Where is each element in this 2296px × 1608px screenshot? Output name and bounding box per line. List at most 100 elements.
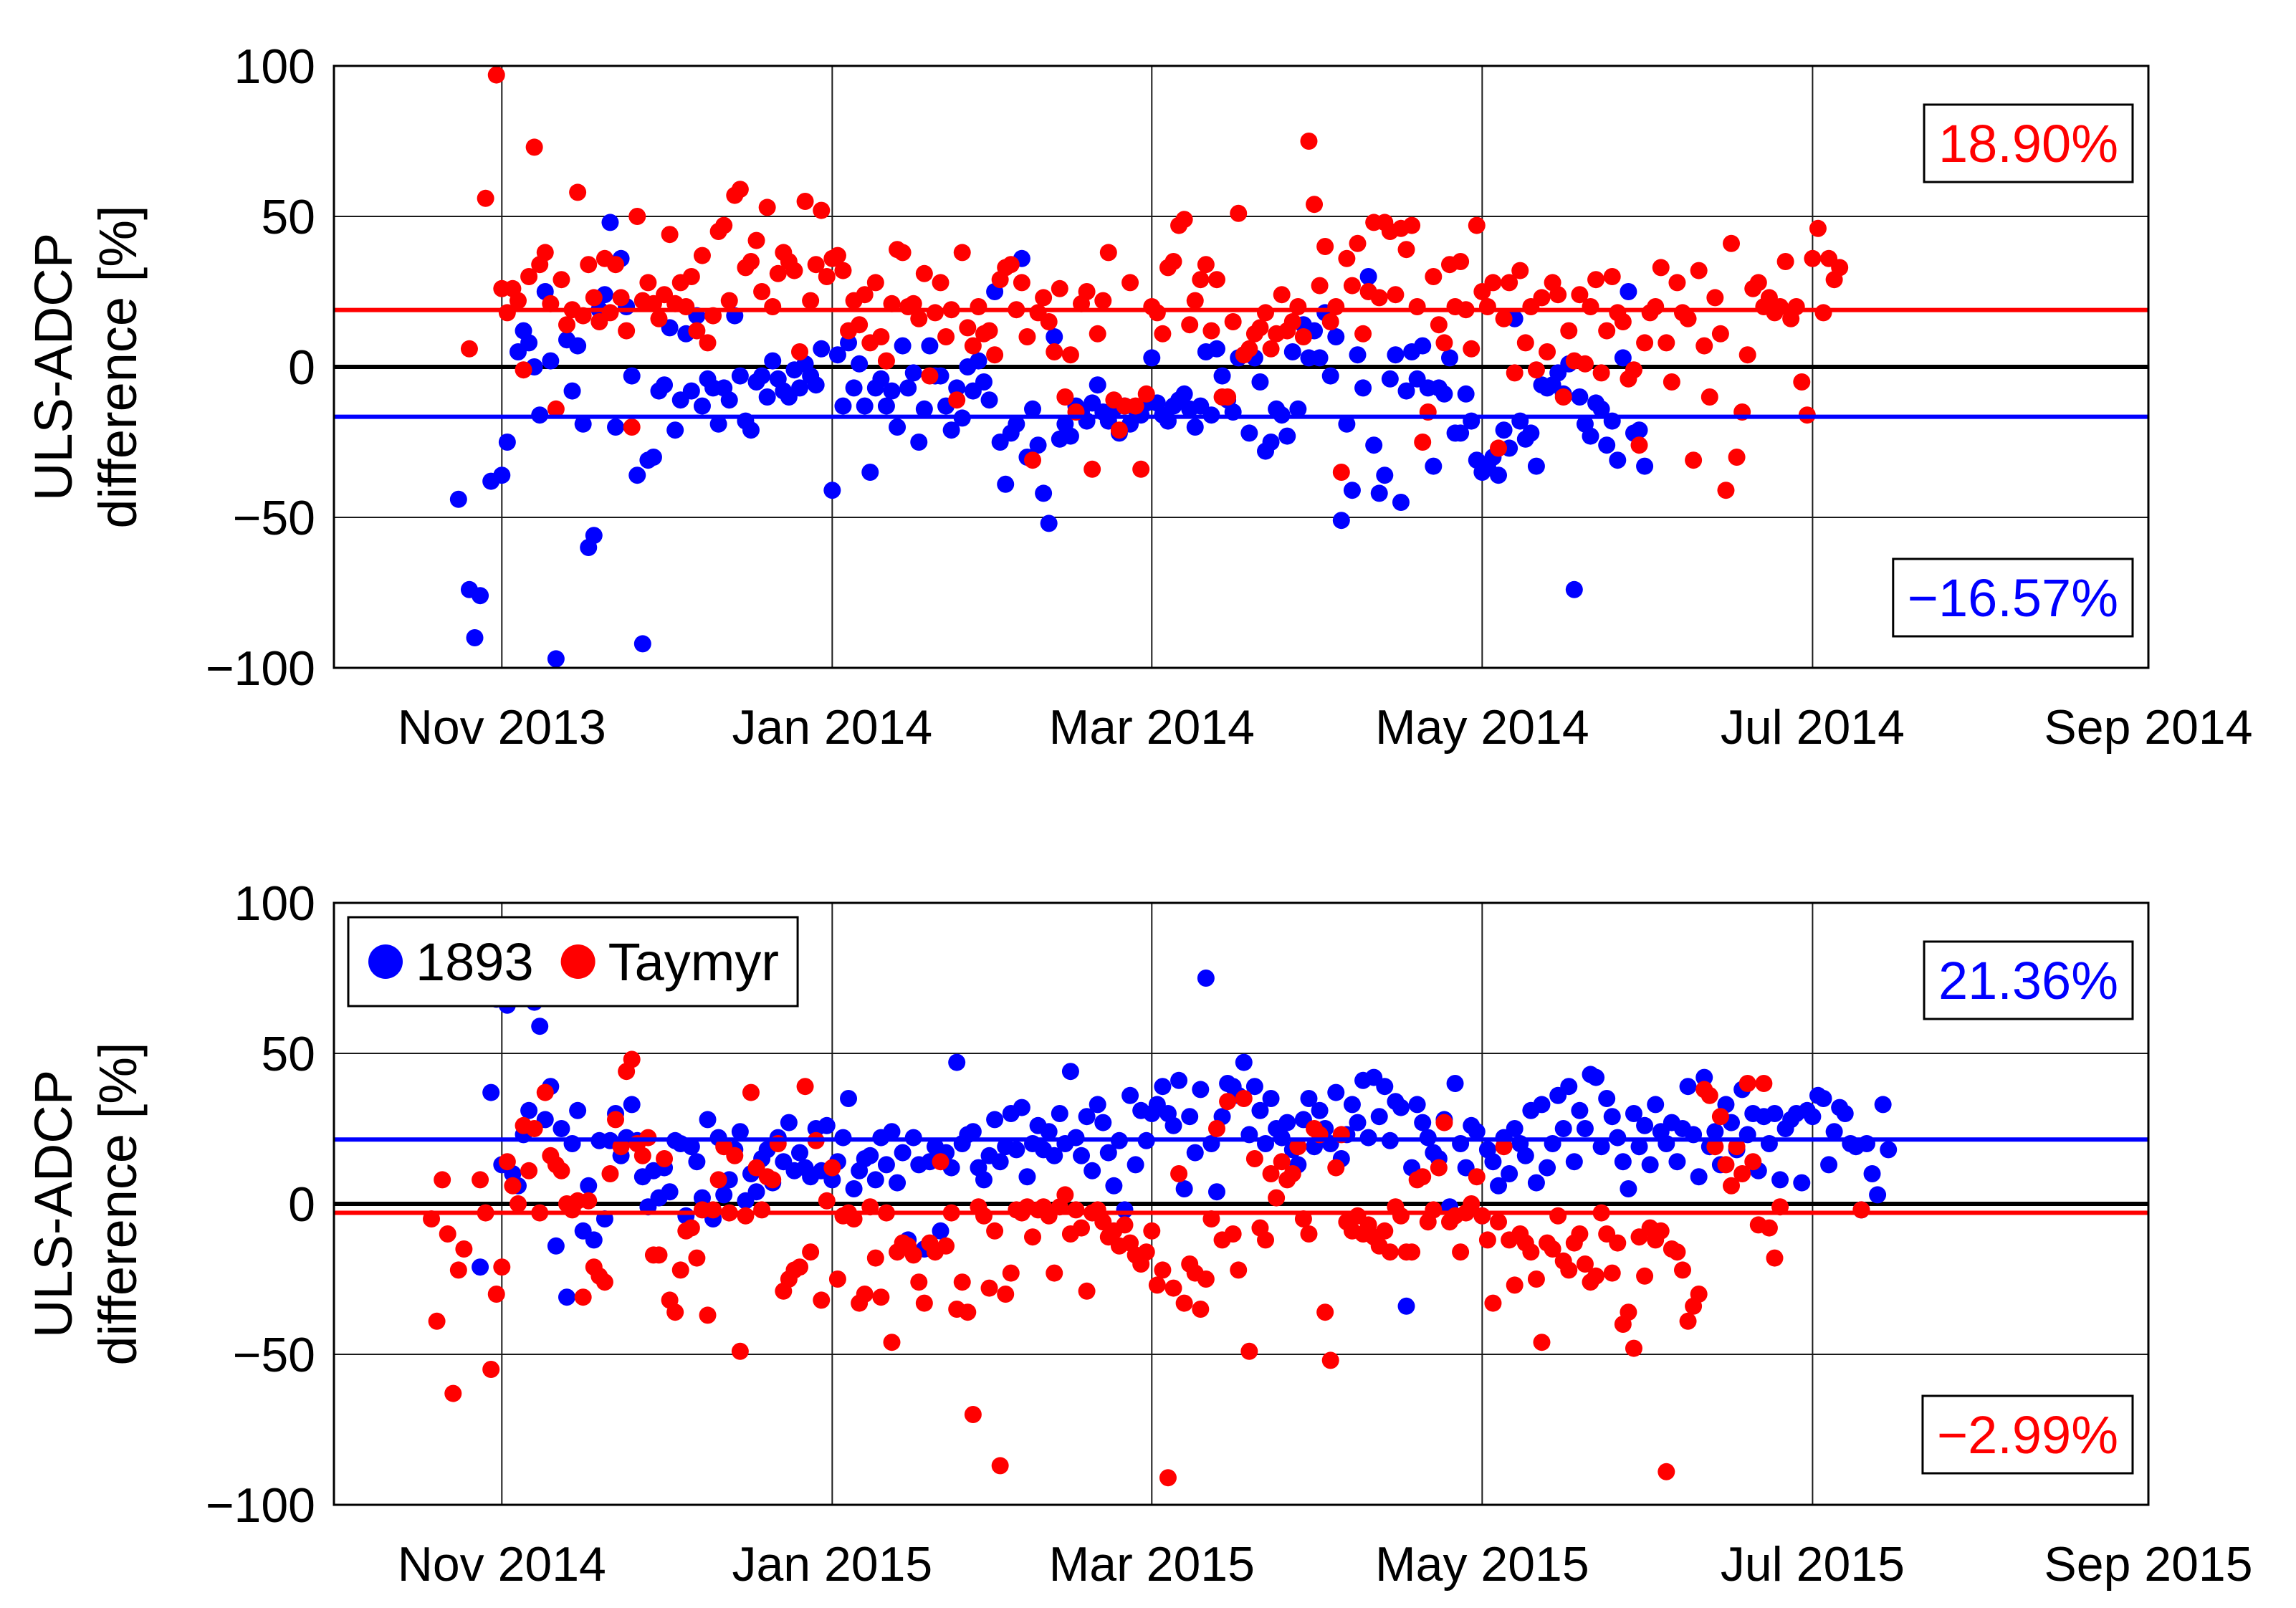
data-point — [818, 1116, 836, 1134]
data-point — [813, 201, 831, 219]
data-point — [1251, 319, 1269, 337]
data-point — [1766, 1105, 1784, 1122]
data-point — [553, 271, 570, 289]
data-point — [845, 379, 863, 397]
data-point — [1387, 286, 1405, 304]
data-point — [515, 361, 532, 379]
data-point — [731, 181, 749, 198]
data-point — [509, 1195, 527, 1212]
data-point — [1533, 1334, 1551, 1351]
data-point — [693, 397, 711, 415]
data-point — [1787, 298, 1805, 315]
axes-box — [333, 901, 2150, 1506]
x-tick-label: Jan 2014 — [732, 700, 932, 755]
data-point — [1744, 1153, 1762, 1171]
data-point — [1311, 277, 1329, 295]
data-point — [612, 289, 630, 307]
data-point — [1490, 439, 1508, 457]
data-point — [1414, 1114, 1432, 1131]
data-point — [1695, 1068, 1713, 1086]
data-point — [1554, 388, 1572, 406]
data-point — [932, 1222, 950, 1240]
data-point — [1154, 325, 1172, 343]
data-point — [1766, 1249, 1784, 1267]
data-point — [520, 1162, 538, 1179]
data-point — [580, 1177, 598, 1195]
data-point — [1207, 1183, 1225, 1201]
data-point — [1121, 274, 1139, 292]
data-point — [791, 1144, 809, 1162]
data-point — [715, 1186, 733, 1204]
data-point — [493, 466, 511, 484]
data-point — [1143, 1222, 1161, 1240]
data-point — [1127, 397, 1144, 415]
data-point — [699, 334, 717, 352]
data-point — [580, 256, 598, 274]
data-point — [1040, 313, 1058, 330]
data-point — [1392, 1099, 1410, 1116]
data-point — [964, 337, 982, 355]
data-point — [536, 244, 554, 262]
bottom-scatter-panel: −100 −50 0 50 100 Nov 2014 Jan 2015 Mar 2015 May… — [24, 876, 2253, 1592]
data-point — [1327, 328, 1345, 345]
data-point — [813, 1291, 831, 1309]
data-point — [1024, 1228, 1042, 1246]
data-point — [1154, 1078, 1172, 1096]
mean-value-label: −2.99% — [1937, 1405, 2118, 1465]
data-point — [585, 289, 603, 307]
data-point — [910, 310, 928, 327]
data-point — [1506, 364, 1524, 382]
data-point — [1175, 385, 1193, 403]
data-point — [553, 1120, 570, 1137]
data-point — [1197, 1270, 1215, 1288]
data-point — [709, 1171, 727, 1189]
data-point — [709, 415, 727, 433]
data-point — [1539, 343, 1556, 360]
data-point — [872, 370, 890, 388]
data-point — [1711, 1108, 1729, 1126]
data-point — [1658, 334, 1675, 352]
data-point — [498, 1153, 516, 1171]
data-point — [1603, 268, 1621, 285]
data-point — [460, 340, 478, 358]
data-point — [791, 343, 809, 360]
data-point — [1706, 1123, 1724, 1141]
data-point — [1245, 1078, 1263, 1096]
data-point — [1452, 253, 1470, 270]
data-point — [1245, 1150, 1263, 1167]
data-point — [1137, 1243, 1155, 1261]
data-point — [1278, 1114, 1296, 1131]
y-axis-label: difference [%] — [88, 205, 148, 528]
data-point — [1262, 1090, 1280, 1107]
data-point — [1186, 1144, 1204, 1162]
data-point — [1338, 415, 1356, 433]
data-point — [1078, 1108, 1096, 1126]
data-point — [758, 388, 776, 406]
data-point — [1164, 1116, 1182, 1134]
data-point — [1078, 283, 1096, 300]
data-point — [1603, 1264, 1621, 1282]
data-point — [628, 466, 646, 484]
data-point — [1403, 216, 1421, 234]
data-point — [991, 1457, 1009, 1475]
data-point — [607, 418, 625, 436]
legend-label: Taymyr — [608, 932, 779, 992]
data-point — [466, 629, 484, 646]
data-point — [970, 352, 987, 370]
data-point — [1679, 310, 1697, 327]
data-point — [1614, 1153, 1632, 1171]
data-point — [601, 1165, 619, 1182]
data-point — [1192, 1081, 1210, 1099]
data-point — [1490, 1177, 1508, 1195]
data-point — [1056, 1186, 1074, 1204]
data-point — [1278, 427, 1296, 445]
data-point — [959, 1303, 977, 1321]
data-point — [688, 1249, 706, 1267]
data-point — [1609, 451, 1627, 469]
data-point — [1300, 133, 1318, 150]
data-point — [753, 367, 771, 385]
data-point — [1701, 1086, 1718, 1104]
y-tick-label: 100 — [234, 876, 315, 931]
data-point — [856, 1286, 874, 1303]
data-point — [482, 1083, 500, 1101]
